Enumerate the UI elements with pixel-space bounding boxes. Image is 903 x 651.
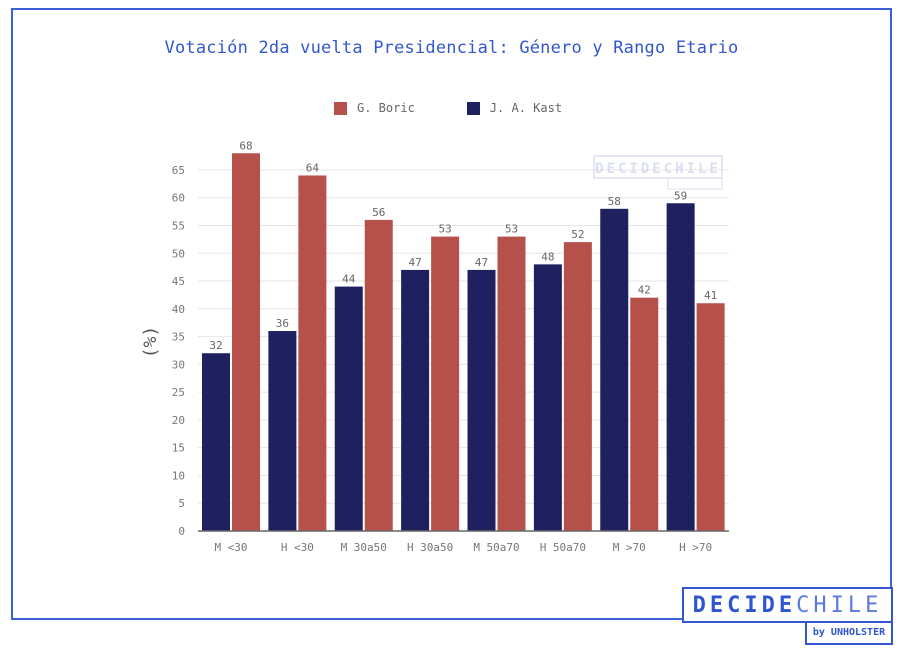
x-tick-label: H <30	[281, 541, 314, 554]
bar-value-label: 41	[704, 289, 717, 302]
legend-label-kast: J. A. Kast	[489, 101, 563, 115]
bar-value-label: 48	[541, 250, 554, 263]
watermark-box	[593, 155, 723, 179]
bar-value-label: 56	[372, 206, 385, 219]
bar-value-label: 64	[306, 161, 320, 174]
bar-kast[interactable]	[401, 269, 430, 531]
y-tick-label: 35	[172, 331, 185, 344]
bar-value-label: 36	[276, 317, 289, 330]
bar-value-label: 53	[505, 223, 518, 236]
bar-value-label: 44	[342, 273, 356, 286]
bar-value-label: 59	[674, 189, 687, 202]
y-tick-label: 45	[172, 275, 185, 288]
y-axis-ticks: 0 5 10 15 20 25 30 35 40 45 50 55 60 65	[172, 164, 185, 538]
bar-value-label: 47	[409, 256, 422, 269]
y-tick-label: 25	[172, 386, 185, 399]
x-tick-label: M <30	[214, 541, 247, 554]
bar-value-label: 42	[638, 284, 651, 297]
y-tick-label: 55	[172, 219, 185, 232]
bar-value-label: 53	[439, 223, 452, 236]
legend-item-boric[interactable]: G. Boric	[334, 101, 415, 115]
bar-kast[interactable]	[334, 286, 363, 531]
watermark: DECIDECHILE	[593, 155, 723, 190]
bar-boric[interactable]	[497, 236, 526, 531]
y-axis-label: (%)	[140, 326, 161, 359]
x-tick-label: H >70	[679, 541, 712, 554]
bar-kast[interactable]	[202, 353, 230, 531]
x-tick-label: H 30a50	[407, 541, 453, 554]
y-tick-label: 0	[178, 525, 185, 538]
y-tick-label: 20	[172, 414, 185, 427]
legend-item-kast[interactable]: J. A. Kast	[466, 101, 563, 115]
bar-boric[interactable]	[298, 175, 327, 532]
y-tick-label: 60	[172, 192, 185, 205]
bar-value-label: 58	[608, 195, 621, 208]
y-tick-label: 15	[172, 442, 185, 455]
y-tick-label: 50	[172, 247, 185, 260]
bar-boric[interactable]	[431, 236, 460, 531]
watermark-text: DECIDECHILE	[595, 161, 721, 177]
logo-bold-text: DECIDE	[692, 592, 797, 618]
bar-kast[interactable]	[666, 203, 695, 531]
bars	[202, 153, 725, 532]
bar-kast[interactable]	[467, 269, 496, 531]
legend: G. Boric J. A. Kast	[334, 101, 614, 115]
bar-value-label: 52	[571, 228, 584, 241]
watermark-sub-box	[667, 177, 723, 190]
bar-boric[interactable]	[232, 153, 260, 531]
bar-boric[interactable]	[630, 297, 659, 531]
decidechile-logo: DECIDE CHILE	[682, 587, 893, 623]
chart-frame	[11, 8, 892, 620]
x-axis-ticks: M <30 H <30 M 30a50 H 30a50 M 50a70 H 50a70 M …	[214, 541, 712, 554]
bar-kast[interactable]	[268, 331, 297, 531]
y-tick-label: 65	[172, 164, 185, 177]
bar-value-label: 32	[209, 339, 222, 352]
y-tick-label: 5	[178, 497, 185, 510]
legend-swatch-boric	[334, 101, 347, 115]
x-tick-label: M 30a50	[341, 541, 387, 554]
legend-swatch-kast	[466, 101, 480, 115]
bar-value-label: 47	[475, 256, 488, 269]
bar-boric[interactable]	[696, 303, 725, 531]
y-tick-label: 10	[172, 469, 185, 482]
bar-boric[interactable]	[563, 242, 592, 531]
x-tick-label: M 50a70	[473, 541, 519, 554]
chart-title: Votación 2da vuelta Presidencial: Género…	[164, 38, 739, 58]
y-tick-label: 40	[172, 303, 185, 316]
bar-boric[interactable]	[364, 219, 393, 532]
legend-label-boric: G. Boric	[357, 101, 415, 115]
x-tick-label: H 50a70	[540, 541, 586, 554]
bar-kast[interactable]	[533, 264, 562, 531]
logo-subtitle: by UNHOLSTER	[805, 621, 893, 645]
x-tick-label: M >70	[613, 541, 646, 554]
bar-labels: 32 68 36 64 44 56 47 53 47 53 48 52 58 42 59 41	[209, 139, 717, 352]
bar-kast[interactable]	[600, 208, 629, 531]
logo-light-text: CHILE	[796, 592, 883, 618]
bar-value-label: 68	[239, 139, 252, 152]
y-tick-label: 30	[172, 358, 185, 371]
